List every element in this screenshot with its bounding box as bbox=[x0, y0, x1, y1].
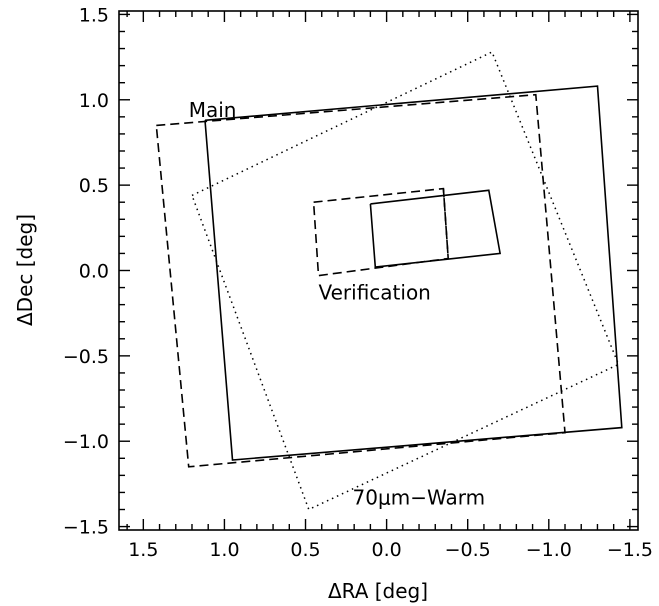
y-tick-label: −0.5 bbox=[63, 346, 109, 368]
x-tick-label: 1.0 bbox=[209, 539, 239, 561]
footprint-dashed-1 bbox=[155, 93, 566, 468]
x-tick-label: −0.5 bbox=[445, 539, 491, 561]
y-tick-label: 0.0 bbox=[79, 261, 109, 283]
annotation-label: Main bbox=[189, 98, 237, 122]
x-tick-label: −1.5 bbox=[607, 539, 653, 561]
y-tick-label: 1.5 bbox=[79, 4, 109, 26]
x-axis-title: ΔRA [deg] bbox=[328, 579, 428, 603]
y-tick-label: 1.0 bbox=[79, 90, 109, 112]
x-tick-label: 0.0 bbox=[372, 539, 402, 561]
footprints bbox=[155, 50, 623, 511]
x-tick-label: −1.0 bbox=[526, 539, 572, 561]
axis-ticks bbox=[119, 11, 638, 530]
footprint-dashed-4 bbox=[312, 187, 450, 277]
annotation-label: 70μm−Warm bbox=[353, 485, 486, 509]
tick-labels: 1.5 1.0 0.5 0.0 −0.5 −1.0 −1.5 1.5 1.0 0.5 0.0 −0.5… bbox=[63, 4, 653, 561]
x-tick-label: 0.5 bbox=[290, 539, 320, 561]
y-tick-label: 0.5 bbox=[79, 175, 109, 197]
y-tick-label: −1.5 bbox=[63, 517, 109, 539]
footprint-solid-0 bbox=[204, 85, 623, 461]
x-tick-label: 1.5 bbox=[128, 539, 158, 561]
y-tick-label: −1.0 bbox=[63, 431, 109, 453]
footprint-solid-3 bbox=[369, 189, 502, 268]
footprint-dotted-2 bbox=[191, 50, 620, 511]
y-axis-title: ΔDec [deg] bbox=[13, 214, 37, 326]
footprint-dashed-5 bbox=[442, 188, 449, 259]
annotation-label: Verification bbox=[318, 281, 430, 305]
annotations: Main Verification 70μm−Warm bbox=[189, 98, 485, 510]
